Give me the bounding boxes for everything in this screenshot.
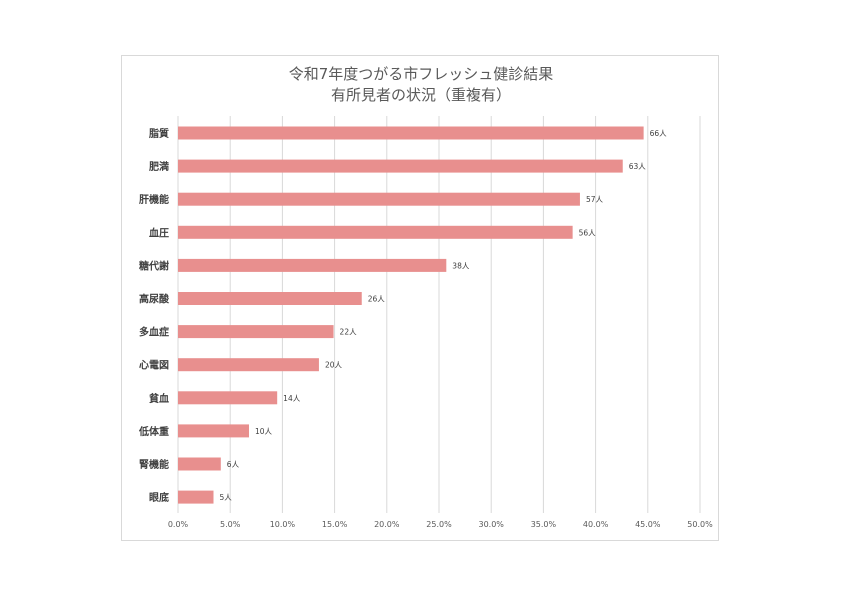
bar xyxy=(178,159,623,173)
chart-title: 令和7年度つがる市フレッシュ健診結果 xyxy=(288,65,554,83)
bar xyxy=(178,192,580,206)
category-label: 脂質 xyxy=(148,127,169,140)
category-label: 肥満 xyxy=(149,160,169,173)
chart-subtitle: 有所見者の状況（重複有） xyxy=(330,86,511,104)
bar xyxy=(178,391,278,405)
bar xyxy=(178,490,214,504)
category-label: 貧血 xyxy=(149,392,169,405)
x-tick-label: 45.0% xyxy=(635,520,661,529)
category-label: 低体重 xyxy=(138,425,169,438)
bar xyxy=(178,358,319,372)
data-label: 66人 xyxy=(650,129,668,138)
data-label: 22人 xyxy=(340,328,358,337)
bar xyxy=(178,292,362,305)
x-tick-label: 40.0% xyxy=(583,520,609,529)
data-label: 20人 xyxy=(325,361,343,370)
x-tick-label: 15.0% xyxy=(322,520,348,529)
category-label: 多血症 xyxy=(139,326,169,339)
data-label: 38人 xyxy=(452,261,470,270)
bar xyxy=(178,424,249,438)
category-label: 高尿酸 xyxy=(139,293,170,306)
bar xyxy=(178,457,221,471)
bar xyxy=(178,126,644,140)
data-label: 10人 xyxy=(255,427,273,436)
data-label: 56人 xyxy=(579,228,597,237)
bar xyxy=(178,258,447,272)
x-tick-label: 10.0% xyxy=(270,520,296,529)
data-label: 5人 xyxy=(219,493,232,502)
data-label: 6人 xyxy=(227,460,240,469)
x-tick-label: 0.0% xyxy=(168,520,189,529)
data-label: 26人 xyxy=(368,295,386,304)
x-tick-label: 20.0% xyxy=(374,520,400,529)
bar xyxy=(178,325,334,339)
x-tick-label: 25.0% xyxy=(426,520,452,529)
data-label: 14人 xyxy=(283,394,301,403)
category-label: 心電図 xyxy=(139,360,169,372)
x-tick-label: 35.0% xyxy=(531,520,557,529)
data-label: 57人 xyxy=(586,195,604,204)
data-label: 63人 xyxy=(629,162,647,171)
category-label: 眼底 xyxy=(149,491,169,504)
x-tick-label: 50.0% xyxy=(687,520,713,529)
bar xyxy=(178,225,573,239)
category-label: 腎機能 xyxy=(139,458,169,471)
x-tick-label: 5.0% xyxy=(220,520,241,529)
category-label: 肝機能 xyxy=(139,193,169,206)
category-label: 血圧 xyxy=(149,226,169,239)
category-label: 糖代謝 xyxy=(139,259,169,272)
x-tick-label: 30.0% xyxy=(478,520,504,529)
